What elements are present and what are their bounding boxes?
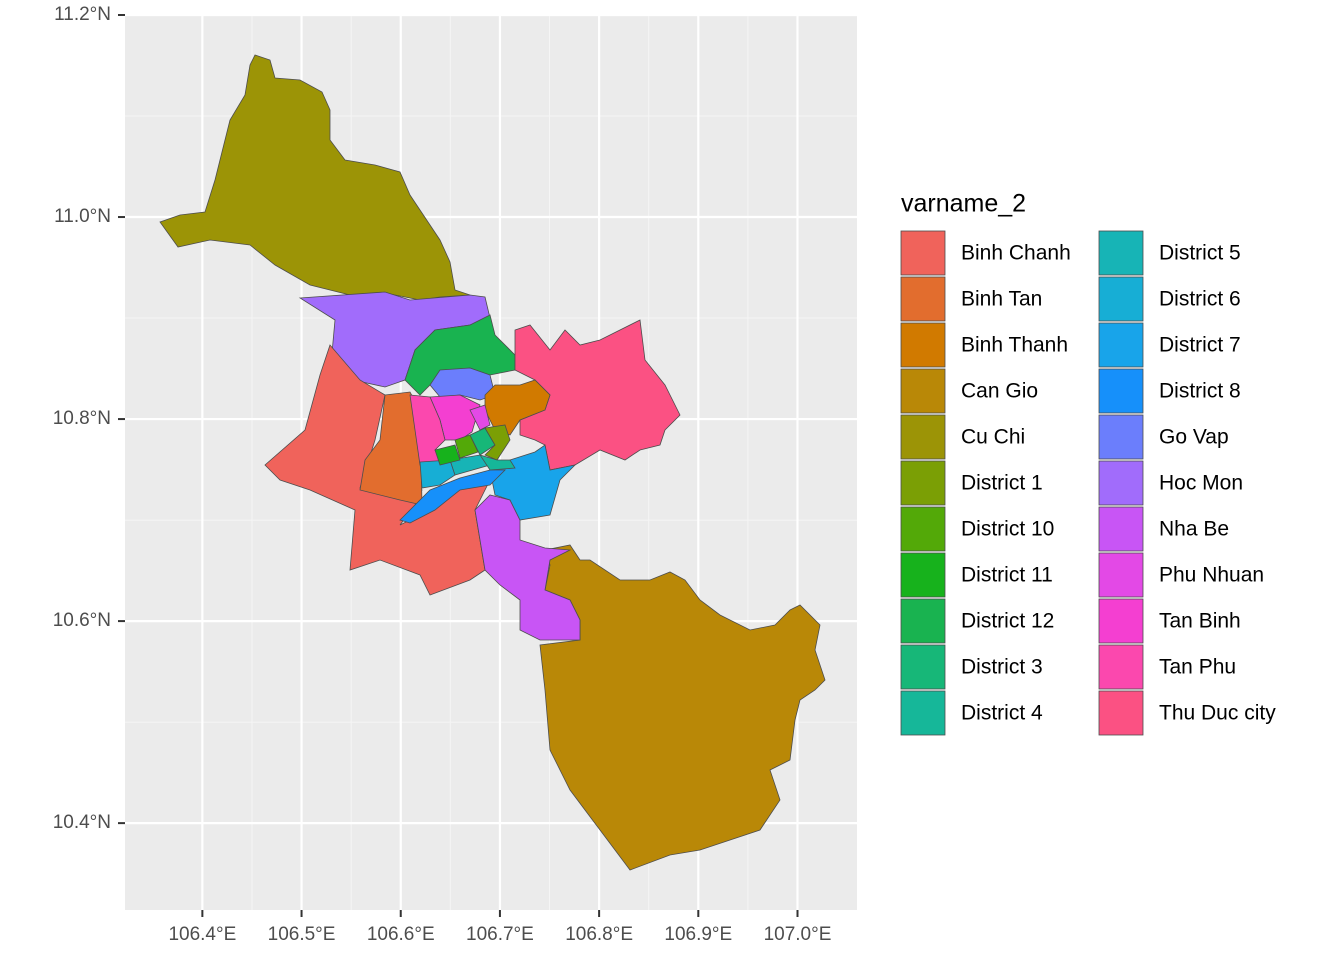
- legend-label: District 8: [1159, 380, 1241, 403]
- legend-label: Tan Phu: [1159, 656, 1236, 679]
- legend-label: District 6: [1159, 288, 1241, 311]
- legend-key: [1098, 414, 1144, 460]
- legend-key: [1098, 690, 1144, 736]
- legend-key: [1098, 644, 1144, 690]
- legend-label: Phu Nhuan: [1159, 564, 1264, 587]
- x-tick-label: 107.0°E: [764, 924, 832, 945]
- legend-label: District 3: [961, 656, 1043, 679]
- district-polygon: [484, 379, 551, 436]
- y-tick-label: 10.4°N: [53, 812, 111, 833]
- legend-key: [1098, 552, 1144, 598]
- legend-key: [900, 368, 946, 414]
- map-layer: [159, 54, 826, 871]
- legend-key: [900, 598, 946, 644]
- legend-label: Nha Be: [1159, 518, 1229, 541]
- legend-key: [1098, 276, 1144, 322]
- legend-label: Binh Thanh: [961, 334, 1068, 357]
- legend-label: District 1: [961, 472, 1043, 495]
- legend-label: Cu Chi: [961, 426, 1025, 449]
- y-tick-label: 11.0°N: [54, 206, 111, 227]
- y-tick-label: 11.2°N: [54, 4, 111, 25]
- x-tick-label: 106.7°E: [466, 924, 534, 945]
- legend-label: Go Vap: [1159, 426, 1229, 449]
- legend-key: [1098, 368, 1144, 414]
- district-polygon: [514, 319, 681, 471]
- legend-label: Thu Duc city: [1159, 702, 1276, 725]
- legend-label: Tan Binh: [1159, 610, 1241, 633]
- y-tick-label: 10.8°N: [53, 408, 111, 429]
- x-tick-label: 106.4°E: [168, 924, 236, 945]
- legend-key: [900, 322, 946, 368]
- district-polygon: [539, 544, 826, 871]
- x-tick-label: 106.6°E: [367, 924, 435, 945]
- legend-key: [900, 276, 946, 322]
- legend-key: [900, 506, 946, 552]
- legend-label: District 5: [1159, 242, 1241, 265]
- legend-key: [900, 460, 946, 506]
- district-polygon: [159, 54, 471, 301]
- x-tick-label: 106.9°E: [664, 924, 732, 945]
- legend-label: District 10: [961, 518, 1054, 541]
- legend-key: [1098, 506, 1144, 552]
- legend-key: [1098, 598, 1144, 644]
- x-tick-label: 106.8°E: [565, 924, 633, 945]
- legend-label: Binh Tan: [961, 288, 1042, 311]
- legend-label: Can Gio: [961, 380, 1038, 403]
- district-polygon: [469, 404, 491, 431]
- district-polygon: [399, 469, 506, 524]
- legend-key: [900, 690, 946, 736]
- legend-label: Hoc Mon: [1159, 472, 1243, 495]
- legend-key: [900, 644, 946, 690]
- legend-label: District 4: [961, 702, 1043, 725]
- legend-label: District 7: [1159, 334, 1241, 357]
- legend-key: [900, 552, 946, 598]
- legend-key: [900, 414, 946, 460]
- x-tick-label: 106.5°E: [268, 924, 336, 945]
- district-polygon: [434, 444, 461, 466]
- legend-title: varname_2: [901, 190, 1026, 218]
- district-polygon: [479, 454, 516, 471]
- district-polygon: [454, 434, 479, 459]
- legend-key: [1098, 230, 1144, 276]
- y-tick-label: 10.6°N: [53, 610, 111, 631]
- legend-label: District 11: [961, 564, 1053, 587]
- legend-key: [1098, 460, 1144, 506]
- legend-key: [900, 230, 946, 276]
- legend-label: Binh Chanh: [961, 242, 1071, 265]
- legend-key: [1098, 322, 1144, 368]
- legend-label: District 12: [961, 610, 1054, 633]
